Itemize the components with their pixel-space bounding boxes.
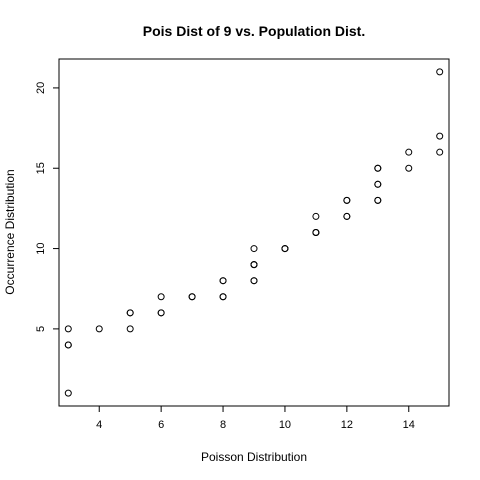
x-tick-label: 14: [403, 419, 415, 431]
data-point: [219, 277, 227, 285]
data-point: [250, 245, 258, 253]
data-point: [374, 164, 382, 172]
data-point: [343, 196, 351, 204]
x-tick-label: 12: [341, 419, 353, 431]
data-point: [374, 180, 382, 188]
data-point: [405, 148, 413, 156]
data-point: [281, 245, 289, 253]
data-point: [312, 212, 320, 220]
data-point: [250, 261, 258, 269]
data-point: [157, 293, 165, 301]
y-tick-label: 10: [35, 242, 47, 254]
x-tick-label: 8: [220, 419, 226, 431]
data-point: [436, 148, 444, 156]
data-point: [188, 293, 196, 301]
data-point: [95, 325, 103, 333]
x-tick-label: 4: [96, 419, 102, 431]
data-point: [343, 212, 351, 220]
data-point: [126, 309, 134, 317]
plot-frame: [58, 58, 450, 407]
x-axis: 4 6 8 10 12 14: [96, 405, 415, 431]
data-point: [374, 196, 382, 204]
data-point: [436, 68, 444, 76]
data-point: [219, 293, 227, 301]
y-axis: 5 10 15 20: [35, 82, 60, 332]
data-point: [405, 164, 413, 172]
data-point: [64, 325, 72, 333]
y-axis-label: Occurrence Distribution: [3, 169, 17, 294]
data-point: [64, 341, 72, 349]
y-tick-label: 5: [35, 326, 47, 332]
data-point: [64, 389, 72, 397]
data-point: [436, 132, 444, 140]
data-point: [126, 325, 134, 333]
data-point: [157, 309, 165, 317]
data-point: [312, 229, 320, 236]
x-tick-label: 10: [279, 419, 291, 431]
x-tick-label: 6: [158, 419, 164, 431]
chart-title: Pois Dist of 9 vs. Population Dist.: [143, 23, 365, 39]
y-tick-label: 15: [35, 162, 47, 174]
y-tick-label: 20: [35, 82, 47, 94]
data-points: [64, 68, 444, 397]
data-point: [250, 277, 258, 285]
x-axis-label: Poisson Distribution: [201, 450, 307, 464]
